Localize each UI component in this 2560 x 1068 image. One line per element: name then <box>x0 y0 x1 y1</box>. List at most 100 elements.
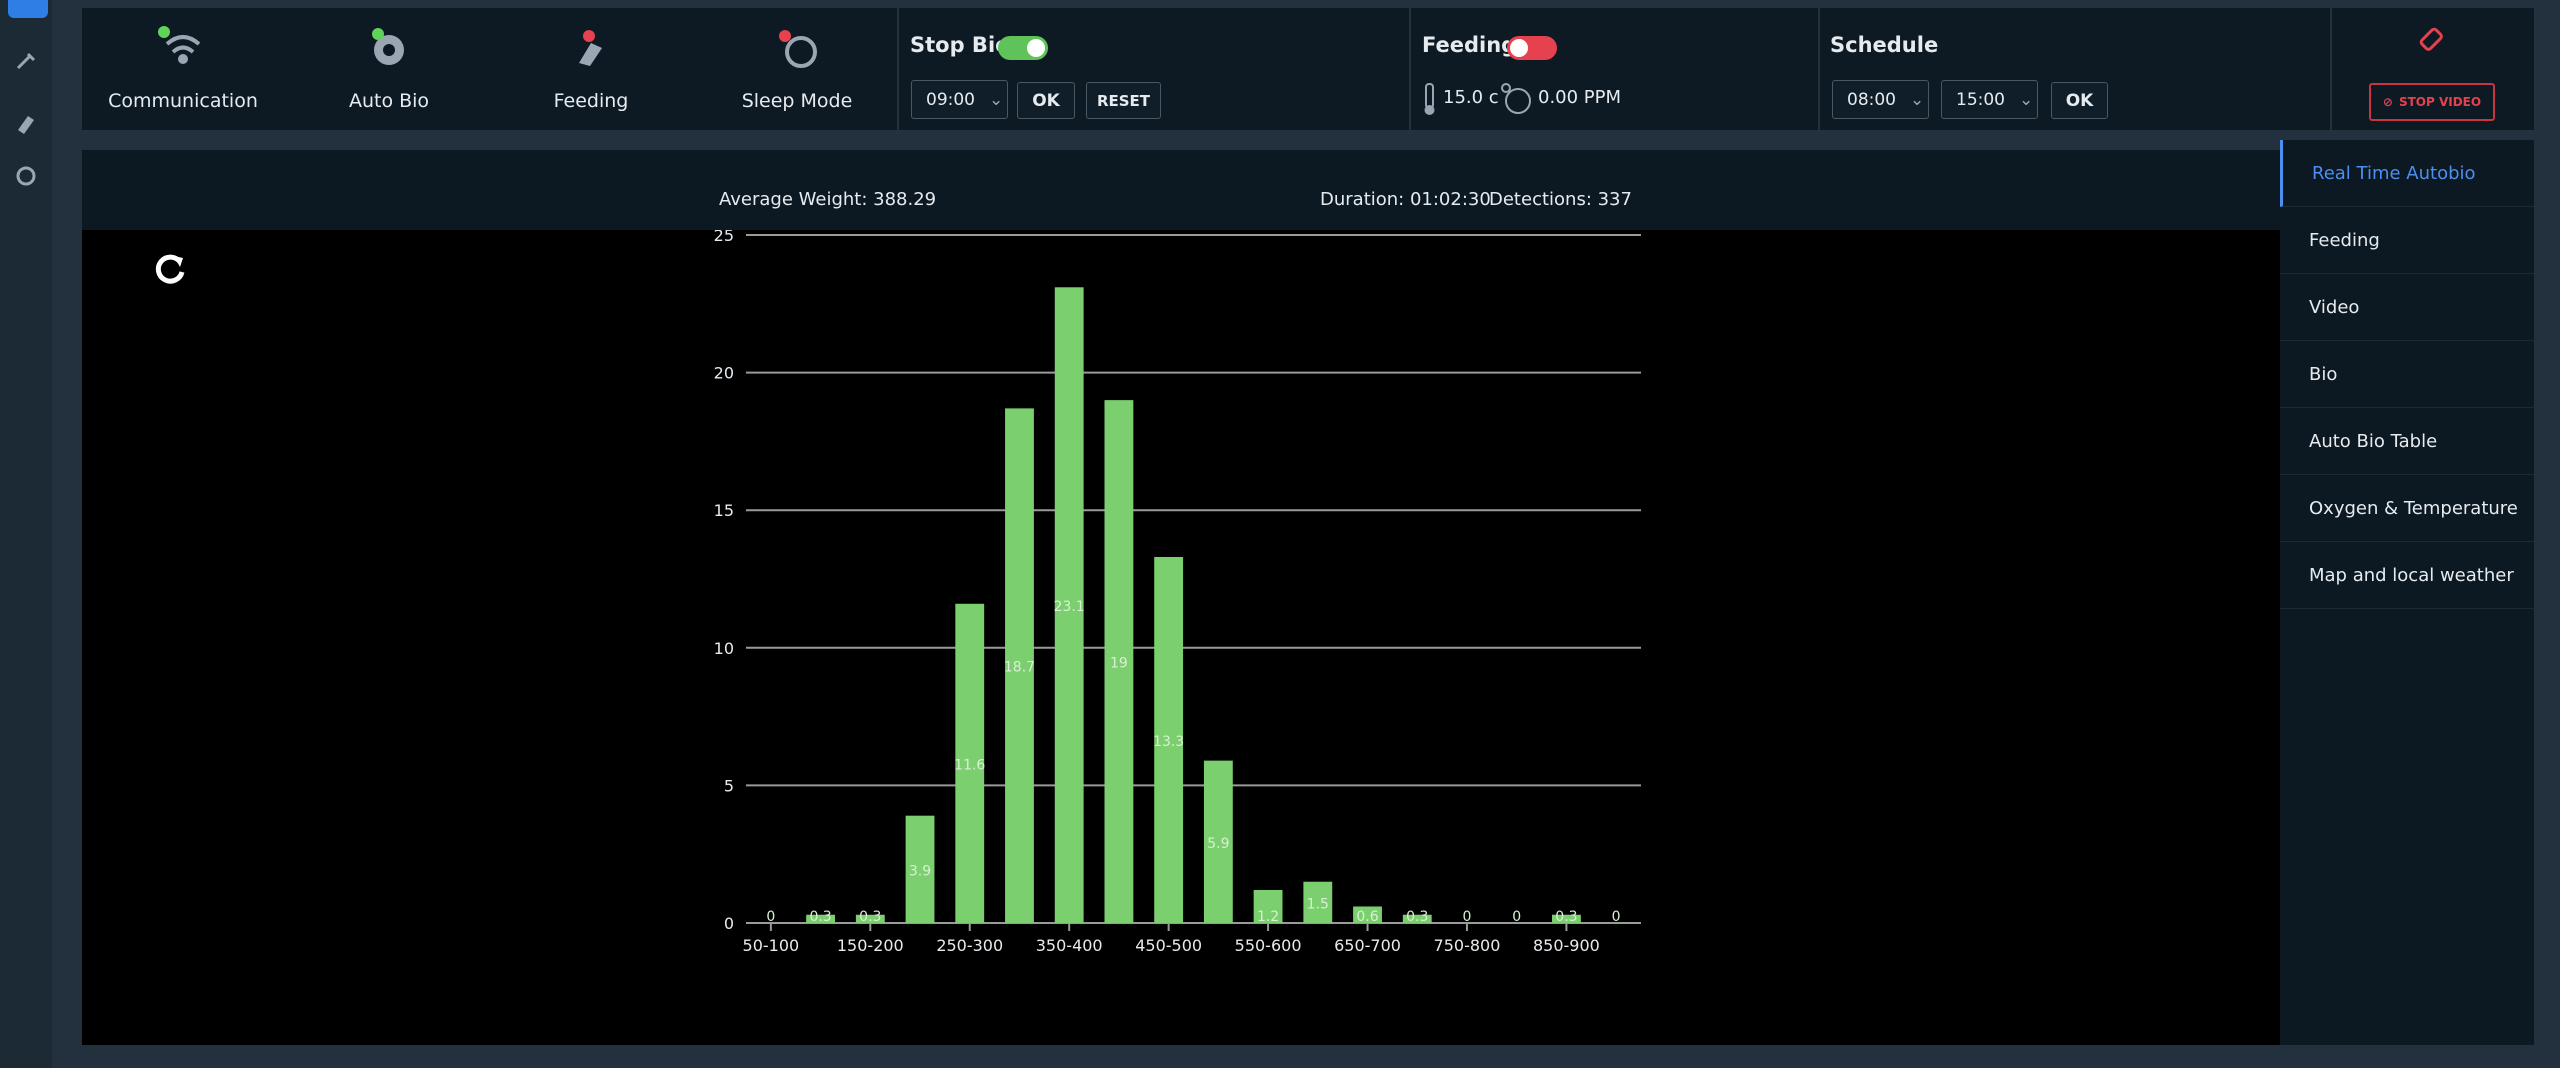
right-menu <box>2280 140 2534 1045</box>
x-tick-label: 350-400 <box>1036 936 1103 955</box>
value-label: 1.2 <box>1257 909 1279 925</box>
separator <box>2330 8 2332 130</box>
menu-item[interactable]: Map and local weather <box>2280 542 2534 609</box>
refresh-icon[interactable] <box>150 250 190 290</box>
value-label: 0.3 <box>809 909 831 925</box>
value-label: 3.9 <box>909 863 931 879</box>
separator <box>897 8 899 130</box>
chart-area: 0 5 10 15 20 25 50-100 0 0.3 150-200 0.3 3.9 250-300… <box>82 230 2280 1045</box>
duration: Duration: 01:02:30 <box>1320 189 1491 210</box>
oxygen: 0.00 PPM <box>1538 87 1622 108</box>
nav-refresh[interactable] <box>16 166 36 186</box>
menu-item[interactable]: Bio <box>2280 341 2534 408</box>
average-weight: Average Weight: 388.29 <box>719 189 937 210</box>
value-label: 0.6 <box>1356 909 1378 925</box>
histogram: 0 5 10 15 20 25 50-100 0 0.3 150-200 0.3 3.9 250-300… <box>714 230 1641 955</box>
value-label: 5.9 <box>1207 836 1229 852</box>
status-label: Sleep Mode <box>741 90 853 112</box>
schedule-title: Schedule <box>1830 33 1939 57</box>
auto-bio-icon <box>372 28 404 65</box>
stop-video-button[interactable]: ⊘ STOP VIDEO <box>2369 83 2495 121</box>
value-label: 0 <box>1612 909 1621 925</box>
nav-icons <box>16 52 36 186</box>
value-label: 0 <box>766 909 775 925</box>
menu-item[interactable]: Feeding <box>2280 207 2534 274</box>
start-value: 08:00 <box>1847 89 1896 110</box>
feeding-toggle[interactable] <box>1507 36 1557 60</box>
value-label: 0.3 <box>859 909 881 925</box>
wifi-icon <box>158 26 201 64</box>
ok-button[interactable]: OK <box>2051 82 2108 119</box>
temperature: 15.0 c <box>1443 87 1499 108</box>
start-select[interactable]: 08:00 ⌄ <box>1832 80 1929 119</box>
menu-item[interactable]: Real Time Autobio <box>2280 140 2534 207</box>
x-tick-label: 650-700 <box>1334 936 1401 955</box>
separator <box>1818 8 1820 130</box>
stop-bio-toggle[interactable] <box>998 36 1048 60</box>
x-tick-label: 150-200 <box>837 936 904 955</box>
bar <box>855 914 885 923</box>
value-label: 13.3 <box>1153 734 1184 750</box>
nav-tool[interactable] <box>16 52 36 70</box>
bar <box>1154 556 1184 923</box>
top-bar <box>82 8 2534 130</box>
video-icon <box>2419 27 2443 51</box>
y-tick-label: 5 <box>724 776 734 795</box>
menu-item[interactable]: Auto Bio Table <box>2280 408 2534 475</box>
nav-fish[interactable] <box>18 116 34 134</box>
y-tick-label: 10 <box>714 639 734 658</box>
status-label: Feeding <box>553 90 629 112</box>
y-tick-label: 25 <box>714 230 734 245</box>
value-label: 0.3 <box>1555 909 1577 925</box>
y-tick-label: 0 <box>724 914 734 933</box>
feeding-icon <box>579 30 602 66</box>
bar <box>905 815 935 923</box>
value-label: 23.1 <box>1054 599 1085 615</box>
status-label: Auto Bio <box>348 90 430 112</box>
value-label: 11.6 <box>954 757 985 773</box>
bar <box>806 914 836 923</box>
sensor-icons <box>1424 83 1531 115</box>
bar <box>1203 760 1233 923</box>
time-select[interactable]: 09:00 ⌄ <box>911 80 1008 119</box>
menu-item[interactable]: Video <box>2280 274 2534 341</box>
value-label: 19 <box>1110 656 1128 672</box>
value-label: 0.3 <box>1406 909 1428 925</box>
bar <box>1005 408 1034 924</box>
x-tick-label: 850-900 <box>1533 936 1600 955</box>
x-tick-label: 50-100 <box>743 936 800 955</box>
ok-button[interactable]: OK <box>1017 82 1075 119</box>
menu-list: Real Time Autobio Feeding Video Bio Auto Bio… <box>2280 140 2534 740</box>
bar <box>1253 889 1283 923</box>
bar <box>1303 881 1333 923</box>
bar <box>1353 906 1382 923</box>
stats-panel <box>82 150 2280 230</box>
detections: Detections: 337 <box>1489 189 1632 210</box>
bar <box>955 603 985 923</box>
stop-bio-title: Stop Bio <box>910 33 1010 57</box>
bar <box>1402 914 1432 923</box>
active-nav[interactable] <box>8 0 48 18</box>
reset-button[interactable]: RESET <box>1086 82 1161 119</box>
y-tick-label: 15 <box>714 501 734 520</box>
y-tick-label: 20 <box>714 364 734 383</box>
time-value: 09:00 <box>926 89 975 110</box>
bar <box>1054 287 1084 924</box>
bar <box>1551 914 1581 923</box>
sleep-icon <box>779 30 817 68</box>
end-value: 15:00 <box>1956 89 2005 110</box>
x-tick-label: 450-500 <box>1135 936 1202 955</box>
stop-video-label: STOP VIDEO <box>2398 95 2482 109</box>
feeding-title: Feeding <box>1422 33 1517 57</box>
separator <box>1409 8 1411 130</box>
value-label: 0 <box>1512 909 1521 925</box>
end-select[interactable]: 15:00 ⌄ <box>1941 80 2038 119</box>
x-tick-label: 750-800 <box>1434 936 1501 955</box>
value-label: 18.7 <box>1004 660 1035 676</box>
value-label: 1.5 <box>1307 896 1329 912</box>
x-tick-label: 250-300 <box>936 936 1003 955</box>
x-tick-label: 550-600 <box>1235 936 1302 955</box>
menu-item[interactable]: Oxygen & Temperature <box>2280 475 2534 542</box>
sidebar <box>0 0 52 1068</box>
